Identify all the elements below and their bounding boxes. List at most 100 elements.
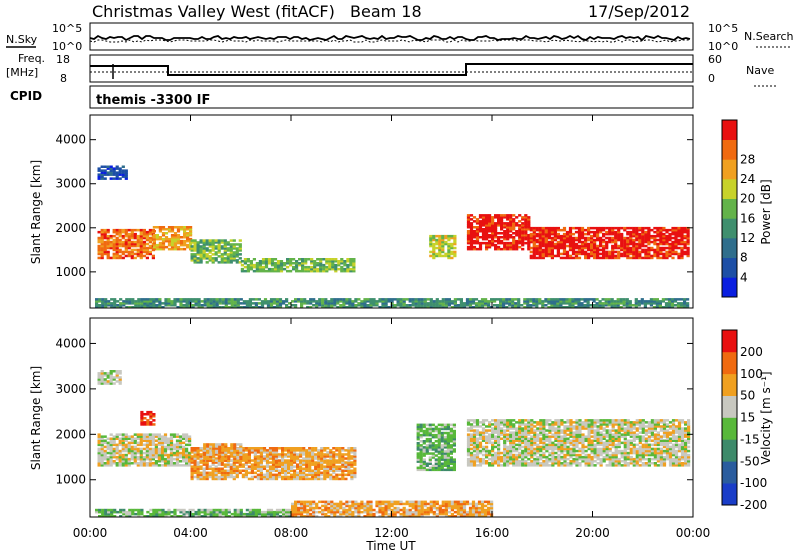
velocity-cell (335, 473, 339, 477)
power-cell (671, 232, 675, 236)
power-cell (196, 253, 200, 256)
power-cell (209, 306, 213, 309)
velocity-cell (121, 439, 125, 442)
velocity-cell (431, 456, 435, 459)
power-cell (209, 304, 213, 307)
power-cell (179, 302, 183, 305)
velocity-cell (593, 433, 597, 436)
velocity-cell (160, 457, 165, 461)
power-cell (100, 169, 104, 172)
power-cell (134, 302, 138, 305)
velocity-cell (320, 463, 324, 466)
power-cell (133, 240, 137, 244)
power-cell (408, 300, 412, 303)
power-cell (98, 300, 102, 303)
velocity-cell (350, 451, 354, 454)
velocity-cell (599, 437, 603, 440)
power-cell (306, 306, 310, 309)
velocity-cell (539, 421, 543, 424)
power-cell (331, 260, 335, 263)
velocity-cell (599, 419, 603, 422)
power-cell (550, 250, 554, 254)
power-cell (179, 243, 184, 247)
velocity-cell (419, 440, 423, 443)
velocity-cell (169, 462, 174, 465)
power-cell (286, 260, 290, 263)
velocity-cell (602, 427, 606, 430)
velocity-cell (205, 471, 209, 475)
velocity-cell (274, 475, 279, 479)
power-cell (118, 228, 122, 232)
velocity-cell (193, 465, 197, 468)
power-cell (611, 248, 615, 252)
power-cell (667, 306, 672, 309)
power-cell (596, 238, 600, 242)
power-cell (471, 302, 476, 305)
power-cell (179, 239, 184, 243)
velocity-cell (560, 449, 564, 453)
velocity-cell (587, 437, 591, 440)
power-cell (584, 236, 588, 240)
velocity-cell (518, 460, 522, 463)
velocity-cell (521, 423, 525, 426)
power-cell (447, 246, 451, 250)
velocity-cell (446, 464, 450, 467)
velocity-cell (124, 449, 128, 453)
velocity-cell (287, 471, 291, 475)
power-cell (199, 247, 203, 250)
power-cell (229, 259, 233, 262)
power-cell (202, 239, 206, 242)
power-cell (623, 244, 627, 248)
power-cell (248, 300, 252, 303)
power-cell (587, 238, 591, 242)
power-cell (215, 304, 219, 307)
power-cell (632, 232, 636, 236)
velocity-cell (296, 475, 300, 479)
power-cell (232, 251, 236, 254)
power-cell (127, 228, 131, 232)
power-cell (229, 239, 233, 242)
velocity-cell (199, 457, 203, 460)
velocity-cell (109, 433, 113, 436)
velocity-cell (154, 460, 158, 463)
velocity-cell (478, 445, 483, 449)
velocity-cell (136, 443, 140, 447)
power-cell (652, 300, 656, 303)
velocity-cell (428, 431, 432, 435)
velocity-cell (515, 429, 519, 432)
power-cell (521, 234, 525, 237)
power-cell (211, 239, 215, 242)
power-cell (584, 238, 588, 242)
power-cell (527, 237, 531, 241)
power-cell (118, 171, 122, 174)
cpid-strip: CPID themis -3300 IF (10, 85, 694, 109)
velocity-cell (419, 429, 423, 433)
velocity-cell (341, 449, 345, 452)
power-cell (635, 232, 639, 236)
velocity-cell (599, 462, 603, 465)
velocity-cell (563, 447, 567, 451)
velocity-cell (509, 462, 513, 465)
velocity-cell (593, 449, 597, 453)
velocity-cell (139, 457, 143, 461)
power-cell (535, 244, 539, 248)
power-cell (127, 236, 131, 240)
power-cell (348, 300, 352, 303)
velocity-cell (428, 425, 432, 429)
power-cell (136, 252, 140, 256)
power-cell (121, 171, 125, 174)
power-cell (653, 230, 657, 234)
velocity-cell (475, 460, 480, 463)
power-cell (339, 304, 343, 307)
power-cell (124, 228, 128, 232)
power-cell (292, 265, 296, 269)
power-cell (196, 261, 200, 264)
velocity-cell (466, 421, 471, 424)
power-cell (447, 250, 451, 254)
power-cell (109, 173, 113, 176)
velocity-cell (347, 471, 351, 475)
velocity-cell (422, 440, 426, 443)
velocity-cell (281, 465, 285, 468)
power-cell (538, 226, 542, 230)
power-cell (444, 240, 448, 244)
